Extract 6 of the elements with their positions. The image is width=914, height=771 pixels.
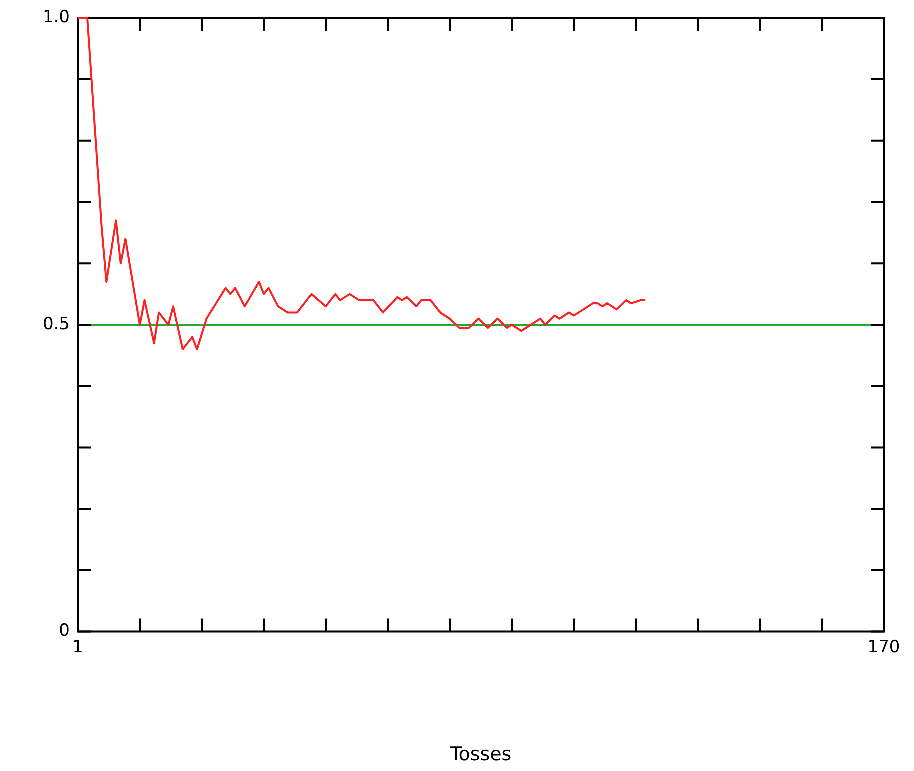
x-tick-label: 170 bbox=[868, 637, 900, 658]
x-tick-label: 1 bbox=[72, 637, 84, 658]
y-tick-label: 0.5 bbox=[42, 314, 70, 334]
y-tick-label: 1.0 bbox=[42, 8, 70, 28]
y-tick-label: 0 bbox=[59, 621, 70, 642]
x-axis-title: Tosses bbox=[449, 744, 512, 766]
